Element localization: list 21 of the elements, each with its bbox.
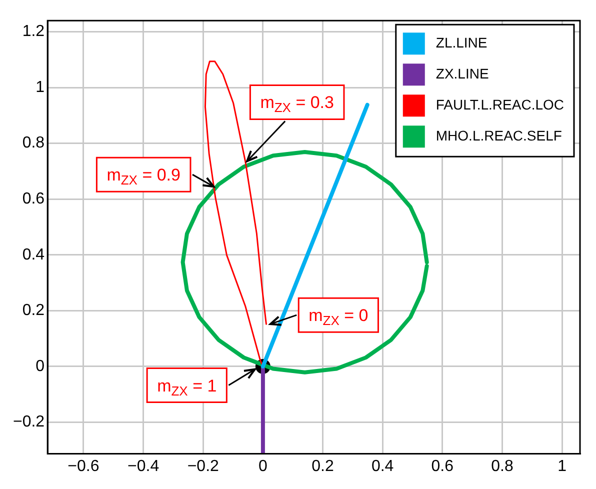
- x-tick-label: 0.2: [312, 458, 334, 475]
- y-tick-label: −0.2: [12, 414, 45, 431]
- x-tick-label: 0.8: [491, 458, 514, 475]
- x-tick-label: 0: [258, 458, 268, 475]
- x-tick-label: 0.6: [431, 458, 454, 475]
- x-tick-label: −0.6: [68, 458, 100, 475]
- y-tick-label: 0: [36, 358, 45, 375]
- y-tick-label: 1: [36, 78, 45, 96]
- y-tick-label: 0.4: [22, 246, 45, 264]
- legend-label: ZL.LINE: [436, 34, 488, 50]
- y-tick-label: 1.2: [22, 23, 45, 40]
- x-tick-label: −0.2: [187, 458, 220, 475]
- legend-label: MHO.L.REAC.SELF: [436, 127, 562, 144]
- legend-label: ZX.LINE: [436, 65, 489, 82]
- y-tick-label: 0.2: [22, 302, 45, 320]
- y-tick-label: 0.8: [22, 134, 45, 152]
- x-tick-label: 1: [558, 458, 567, 475]
- x-tick-label: 0.4: [371, 458, 394, 475]
- x-tick-label: −0.4: [128, 458, 160, 475]
- legend-label: FAULT.L.REAC.LOC: [436, 96, 564, 112]
- y-tick-label: 0.6: [22, 190, 45, 208]
